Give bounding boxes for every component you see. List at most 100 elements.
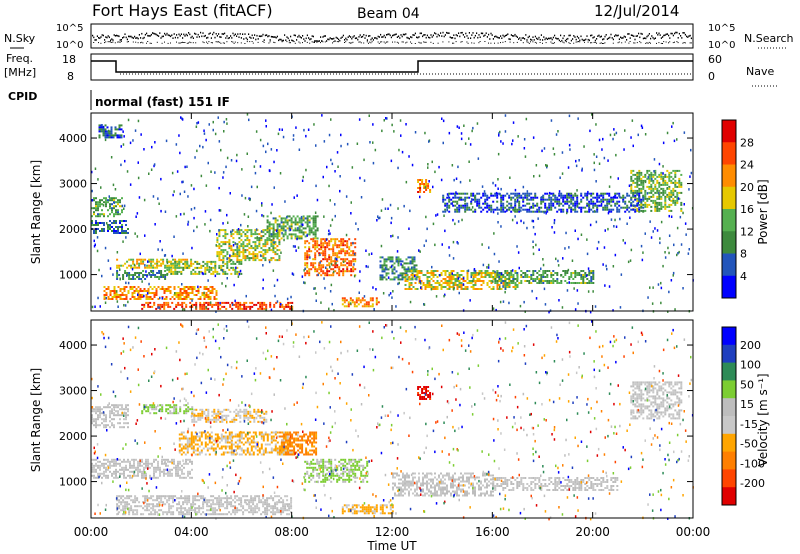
heatmap-cell	[306, 264, 309, 267]
heatmap-cell	[102, 204, 105, 207]
noise-sample	[628, 33, 630, 35]
heatmap-cell	[530, 278, 533, 280]
heatmap-cell	[135, 290, 138, 292]
heatmap-cell	[206, 262, 209, 265]
noise-sample	[234, 33, 236, 36]
heatmap-cell	[624, 202, 627, 205]
noise-sample	[161, 35, 163, 38]
heatmap-cell	[201, 271, 204, 275]
heatmap-cell	[149, 292, 152, 294]
heatmap-cell	[249, 301, 252, 304]
heatmap-cell	[624, 196, 627, 199]
heatmap-cell	[267, 142, 269, 146]
heatmap-cell	[644, 201, 647, 204]
heatmap-cell	[502, 210, 505, 213]
heatmap-cell	[224, 235, 227, 238]
noise-sample	[360, 36, 362, 38]
heatmap-cell	[191, 290, 194, 292]
heatmap-cell	[500, 140, 502, 143]
heatmap-cell	[322, 272, 325, 275]
heatmap-cell	[217, 301, 220, 304]
heatmap-cell	[218, 245, 221, 248]
heatmap-cell	[632, 200, 635, 203]
heatmap-cell	[207, 298, 210, 300]
heatmap-cell	[446, 196, 449, 199]
heatmap-cell	[125, 220, 127, 222]
heatmap-cell	[340, 244, 343, 247]
noise-sample	[201, 35, 203, 38]
heatmap-cell	[416, 272, 419, 274]
noise-sample	[118, 35, 120, 38]
noise-sample	[594, 41, 596, 43]
heatmap-cell	[272, 223, 275, 226]
heatmap-cell	[148, 260, 151, 263]
heatmap-cell	[115, 232, 117, 234]
heatmap-cell	[432, 185, 434, 189]
heatmap-cell	[322, 246, 325, 249]
heatmap-cell	[636, 204, 639, 207]
heatmap-cell	[262, 264, 264, 267]
heatmap-cell	[666, 193, 669, 196]
heatmap-cell	[314, 211, 317, 214]
heatmap-cell	[186, 262, 189, 265]
noise-sample	[346, 38, 348, 41]
heatmap-cell	[500, 198, 503, 201]
heatmap-cell	[670, 191, 673, 194]
heatmap-cell	[676, 195, 679, 198]
heatmap-cell	[540, 278, 543, 280]
heatmap-cell	[113, 294, 116, 296]
heatmap-cell	[95, 470, 97, 473]
heatmap-cell	[107, 201, 109, 204]
heatmap-cell	[216, 245, 219, 248]
noise-sample	[380, 41, 381, 43]
heatmap-cell	[205, 286, 208, 288]
heatmap-cell	[623, 148, 625, 151]
heatmap-cell	[600, 194, 603, 197]
heatmap-cell	[496, 270, 499, 272]
heatmap-cell	[397, 256, 400, 259]
heatmap-cell	[558, 299, 560, 302]
heatmap-cell	[219, 209, 222, 212]
heatmap-cell	[181, 294, 184, 296]
noise-sample	[386, 34, 388, 36]
heatmap-cell	[120, 134, 123, 137]
heatmap-cell	[580, 282, 583, 284]
heatmap-cell	[202, 264, 205, 267]
heatmap-cell	[512, 196, 515, 199]
heatmap-cell	[314, 223, 317, 226]
noise-sample	[336, 37, 338, 40]
heatmap-cell	[121, 232, 123, 234]
heatmap-cell	[119, 232, 121, 234]
heatmap-cell	[183, 292, 186, 294]
noise-sample	[657, 34, 659, 36]
heatmap-cell	[668, 209, 671, 212]
noise-sample	[203, 42, 205, 44]
heatmap-cell	[493, 232, 495, 235]
heatmap-cell	[326, 244, 329, 247]
heatmap-cell	[244, 235, 247, 238]
heatmap-cell	[169, 290, 172, 292]
heatmap-cell	[457, 165, 459, 169]
heatmap-cell	[270, 259, 273, 262]
heatmap-cell	[183, 212, 185, 216]
noise-sample	[546, 38, 548, 40]
heatmap-cell	[225, 284, 227, 288]
noise-sample	[506, 34, 508, 36]
noise-sample	[440, 32, 442, 34]
heatmap-cell	[383, 260, 386, 263]
heatmap-cell	[220, 249, 223, 252]
heatmap-cell	[494, 274, 497, 276]
heatmap-cell	[236, 153, 238, 157]
heatmap-cell	[187, 296, 190, 298]
heatmap-cell	[367, 265, 369, 269]
heatmap-cell	[676, 201, 679, 204]
heatmap-cell	[328, 256, 331, 259]
heatmap-cell	[162, 262, 165, 265]
noise-sample	[576, 41, 578, 43]
noise-sample	[412, 34, 414, 36]
heatmap-cell	[217, 303, 220, 306]
heatmap-cell	[282, 217, 285, 220]
noise-sample	[678, 32, 680, 35]
heatmap-cell	[242, 231, 245, 234]
noise-sample	[646, 35, 648, 38]
